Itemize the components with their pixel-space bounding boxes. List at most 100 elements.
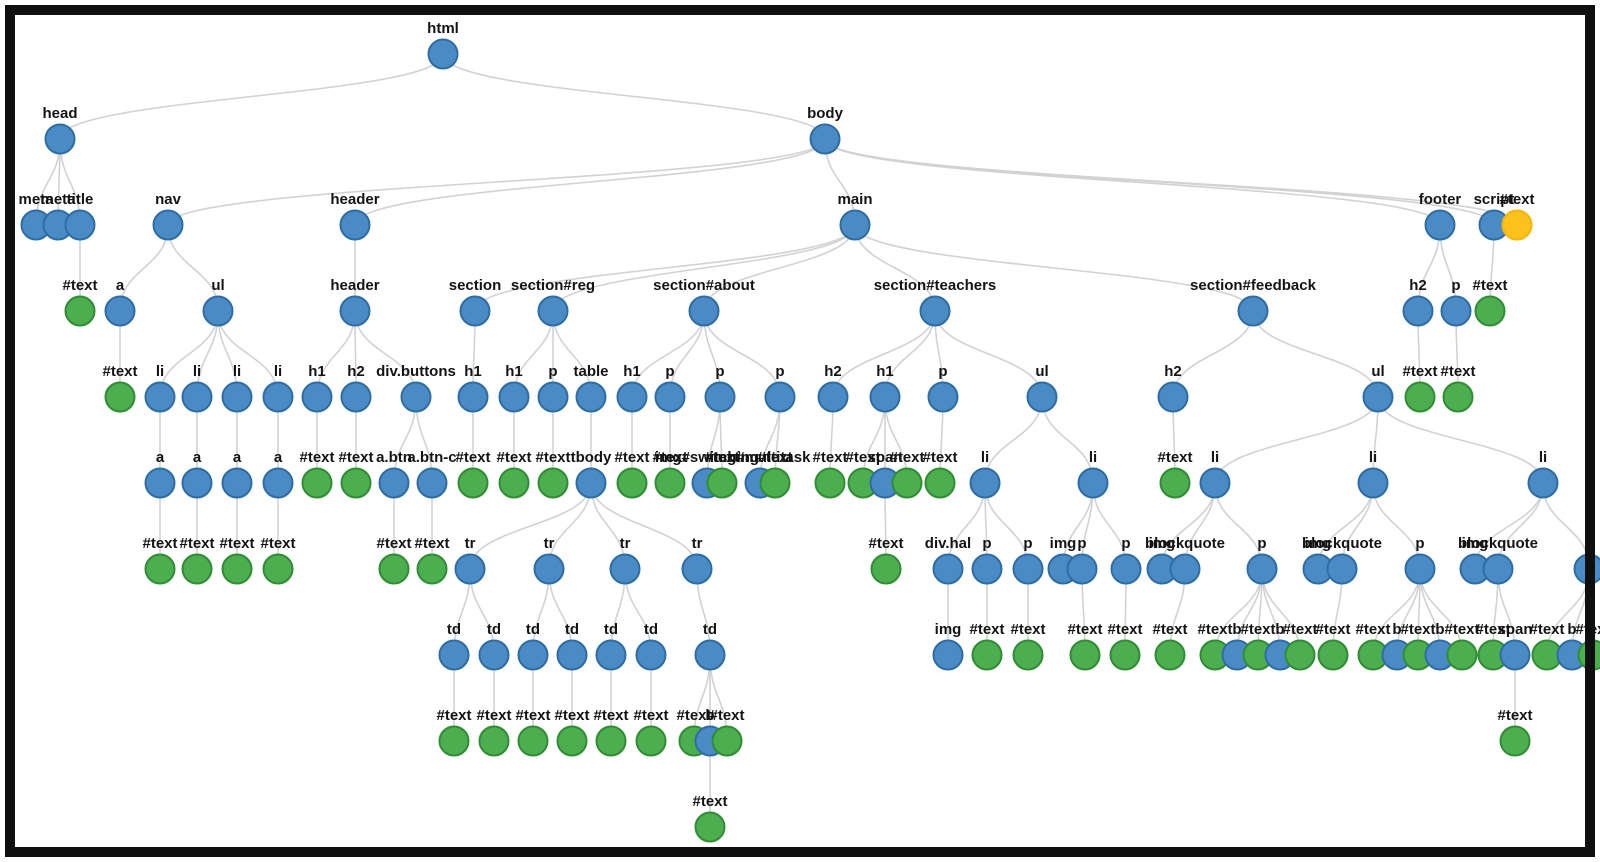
tree-node-#text[interactable]: [595, 725, 627, 757]
tree-node-#text[interactable]: [498, 467, 530, 499]
tree-node-nav[interactable]: [152, 209, 184, 241]
tree-node-#text[interactable]: [1442, 381, 1474, 413]
tree-node-#text[interactable]: [1109, 639, 1141, 671]
tree-node-main[interactable]: [839, 209, 871, 241]
tree-node-a.btnc[interactable]: [416, 467, 448, 499]
tree-node-ul[interactable]: [202, 295, 234, 327]
tree-node-#text[interactable]: [416, 553, 448, 585]
tree-node-#text[interactable]: [1159, 467, 1191, 499]
tree-node-tbody[interactable]: [575, 467, 607, 499]
tree-node-#text[interactable]: [759, 467, 791, 499]
tree-node-blockquote[interactable]: [1169, 553, 1201, 585]
tree-node-#text[interactable]: [891, 467, 923, 499]
tree-node-li[interactable]: [221, 381, 253, 413]
tree-node-body[interactable]: [809, 123, 841, 155]
tree-node-h1[interactable]: [301, 381, 333, 413]
tree-node-h1[interactable]: [498, 381, 530, 413]
tree-node-#text[interactable]: [924, 467, 956, 499]
tree-node-section[interactable]: [459, 295, 491, 327]
tree-node-#text[interactable]: [1012, 639, 1044, 671]
tree-node-blockquote[interactable]: [1482, 553, 1514, 585]
tree-node-header[interactable]: [339, 295, 371, 327]
tree-node-p[interactable]: [537, 381, 569, 413]
tree-node-td[interactable]: [595, 639, 627, 671]
tree-node-p[interactable]: [1404, 553, 1436, 585]
tree-node-#text[interactable]: [1474, 295, 1506, 327]
tree-node-li[interactable]: [1357, 467, 1389, 499]
tree-node-tr[interactable]: [533, 553, 565, 585]
tree-node-a[interactable]: [181, 467, 213, 499]
tree-node-p[interactable]: [1246, 553, 1278, 585]
tree-node-#text[interactable]: [1284, 639, 1316, 671]
tree-node-#text[interactable]: [971, 639, 1003, 671]
tree-node-#text[interactable]: [1154, 639, 1186, 671]
tree-node-#text[interactable]: [556, 725, 588, 757]
tree-node-#text[interactable]: [1577, 639, 1600, 671]
tree-node-li[interactable]: [181, 381, 213, 413]
tree-node-#text[interactable]: [438, 725, 470, 757]
tree-node-#text[interactable]: [706, 467, 738, 499]
tree-node-ul[interactable]: [1362, 381, 1394, 413]
tree-node-a.btn[interactable]: [378, 467, 410, 499]
tree-node-tr[interactable]: [454, 553, 486, 585]
tree-node-p[interactable]: [1440, 295, 1472, 327]
tree-node-#text[interactable]: [616, 467, 648, 499]
tree-node-#text[interactable]: [221, 553, 253, 585]
tree-node-#text[interactable]: [517, 725, 549, 757]
tree-node-#text[interactable]: [1446, 639, 1478, 671]
tree-node-li[interactable]: [1077, 467, 1109, 499]
tree-node-#text[interactable]: [1501, 209, 1533, 241]
tree-node-footer[interactable]: [1424, 209, 1456, 241]
tree-node-h1[interactable]: [457, 381, 489, 413]
tree-node-#text[interactable]: [537, 467, 569, 499]
tree-node-h2[interactable]: [817, 381, 849, 413]
tree-node-td[interactable]: [635, 639, 667, 671]
tree-node-section#teachers[interactable]: [919, 295, 951, 327]
tree-node-html[interactable]: [427, 38, 459, 70]
tree-node-a[interactable]: [104, 295, 136, 327]
tree-node-#text[interactable]: [711, 725, 743, 757]
tree-node-p[interactable]: [1573, 553, 1600, 585]
tree-node-h2[interactable]: [1157, 381, 1189, 413]
tree-node-p[interactable]: [1012, 553, 1044, 585]
tree-node-p[interactable]: [1066, 553, 1098, 585]
tree-node-span[interactable]: [1499, 639, 1531, 671]
tree-node-blockquote[interactable]: [1326, 553, 1358, 585]
tree-node-#text[interactable]: [378, 553, 410, 585]
tree-node-header[interactable]: [339, 209, 371, 241]
tree-node-li[interactable]: [1199, 467, 1231, 499]
tree-node-#text[interactable]: [1404, 381, 1436, 413]
tree-node-td[interactable]: [694, 639, 726, 671]
tree-node-#text[interactable]: [870, 553, 902, 585]
tree-node-#text[interactable]: [181, 553, 213, 585]
tree-node-#text[interactable]: [262, 553, 294, 585]
tree-node-h1[interactable]: [616, 381, 648, 413]
tree-node-h2[interactable]: [1402, 295, 1434, 327]
tree-node-td[interactable]: [438, 639, 470, 671]
tree-node-tr[interactable]: [681, 553, 713, 585]
tree-node-#text[interactable]: [1317, 639, 1349, 671]
tree-node-#text[interactable]: [1069, 639, 1101, 671]
tree-node-#text[interactable]: [635, 725, 667, 757]
tree-node-a[interactable]: [262, 467, 294, 499]
tree-node-p[interactable]: [704, 381, 736, 413]
tree-node-#text[interactable]: [340, 467, 372, 499]
tree-node-table[interactable]: [575, 381, 607, 413]
tree-node-li[interactable]: [144, 381, 176, 413]
tree-node-p[interactable]: [764, 381, 796, 413]
tree-node-p[interactable]: [654, 381, 686, 413]
tree-node-div.hal[interactable]: [932, 553, 964, 585]
tree-node-title[interactable]: [64, 209, 96, 241]
tree-node-#text[interactable]: [1499, 725, 1531, 757]
tree-node-td[interactable]: [556, 639, 588, 671]
tree-node-ul[interactable]: [1026, 381, 1058, 413]
tree-node-h2[interactable]: [340, 381, 372, 413]
tree-node-tr[interactable]: [609, 553, 641, 585]
tree-node-td[interactable]: [517, 639, 549, 671]
tree-node-#text[interactable]: [104, 381, 136, 413]
tree-node-a[interactable]: [144, 467, 176, 499]
tree-node-section#about[interactable]: [688, 295, 720, 327]
tree-node-#text[interactable]: [144, 553, 176, 585]
tree-node-#text[interactable]: [814, 467, 846, 499]
tree-node-li[interactable]: [262, 381, 294, 413]
